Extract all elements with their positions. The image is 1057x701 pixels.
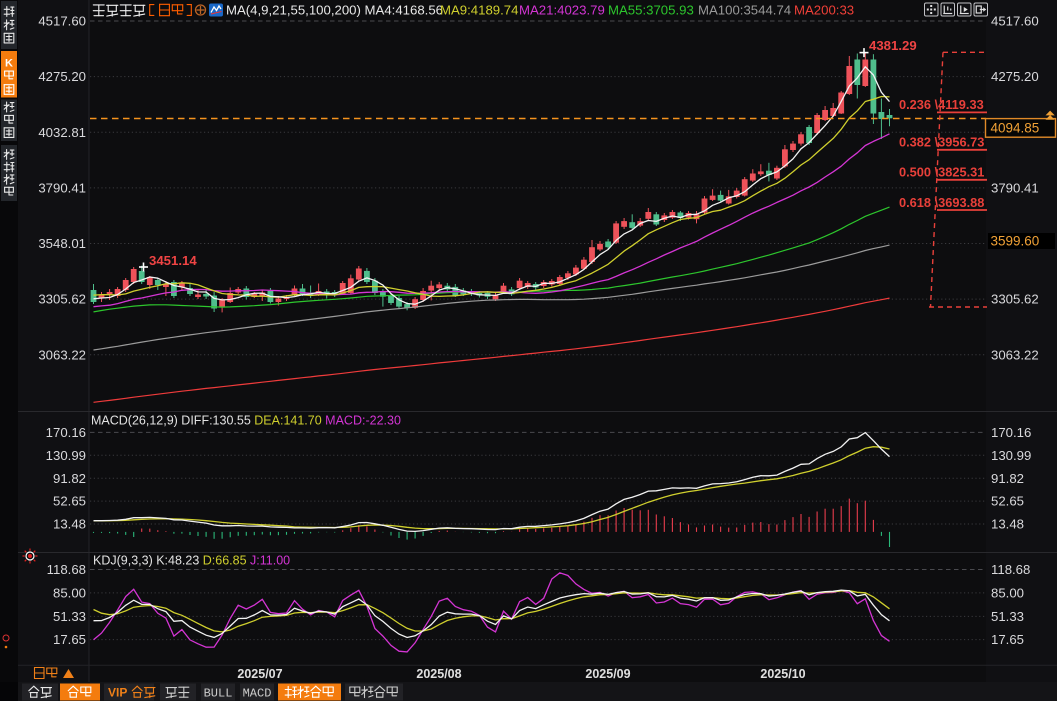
- svg-text:2025/07: 2025/07: [237, 667, 282, 681]
- svg-text:91.82: 91.82: [53, 471, 86, 486]
- svg-text:KDJ(9,3,3) K:48.23 D:66.85 J: KDJ(9,3,3) K:48.23 D:66.85 J:11.00: [93, 554, 290, 568]
- svg-text:2025/10: 2025/10: [760, 667, 805, 681]
- svg-text:17.65: 17.65: [53, 632, 86, 647]
- svg-text:4094.85: 4094.85: [991, 121, 1040, 136]
- svg-text:3063.22: 3063.22: [38, 347, 86, 362]
- svg-text:0.500 \3825.31: 0.500 \3825.31: [899, 165, 984, 180]
- svg-text:2025/09: 2025/09: [585, 667, 630, 681]
- svg-text:91.82: 91.82: [991, 471, 1024, 486]
- svg-text:51.33: 51.33: [53, 609, 86, 624]
- svg-text:118.68: 118.68: [991, 562, 1030, 577]
- svg-text:4032.81: 4032.81: [38, 125, 86, 140]
- svg-text:85.00: 85.00: [991, 586, 1024, 601]
- svg-text:170.16: 170.16: [991, 425, 1031, 440]
- svg-text:MA21:4023.79: MA21:4023.79: [519, 3, 605, 18]
- svg-text:MACD(26,12,9) DIFF:130.55 DEA: MACD(26,12,9) DIFF:130.55 DEA:141.70 MAC…: [91, 414, 401, 428]
- svg-text:MA200:33: MA200:33: [794, 3, 854, 18]
- svg-text:3790.41: 3790.41: [991, 181, 1039, 196]
- svg-text:130.99: 130.99: [991, 448, 1031, 463]
- svg-text:17.65: 17.65: [991, 632, 1024, 647]
- svg-text:3790.41: 3790.41: [38, 181, 86, 196]
- svg-text:MA55:3705.93: MA55:3705.93: [608, 3, 694, 18]
- svg-text:MA9:4189.74: MA9:4189.74: [440, 3, 518, 18]
- svg-text:3305.62: 3305.62: [991, 292, 1039, 307]
- svg-text:13.48: 13.48: [991, 517, 1024, 532]
- svg-text:0.236 \4119.33: 0.236 \4119.33: [899, 97, 984, 112]
- svg-text:51.33: 51.33: [991, 609, 1024, 624]
- svg-text:VIP: VIP: [108, 685, 127, 699]
- svg-text:2025/08: 2025/08: [416, 667, 461, 681]
- svg-text:3599.60: 3599.60: [991, 234, 1040, 249]
- svg-text:MA(4,9,21,55,100,200) MA4:4168: MA(4,9,21,55,100,200) MA4:4168.56: [226, 3, 443, 18]
- svg-text:3451.14: 3451.14: [149, 253, 197, 268]
- svg-text:BULL: BULL: [204, 686, 233, 700]
- svg-text:4517.60: 4517.60: [991, 14, 1039, 29]
- svg-text:4517.60: 4517.60: [38, 14, 86, 29]
- svg-text:K: K: [5, 58, 13, 70]
- svg-text:3063.22: 3063.22: [991, 347, 1039, 362]
- svg-text:MA100:3544.74: MA100:3544.74: [698, 3, 791, 18]
- svg-text:52.65: 52.65: [991, 494, 1024, 509]
- svg-text:4275.20: 4275.20: [991, 69, 1039, 84]
- svg-text:85.00: 85.00: [53, 586, 86, 601]
- svg-text:0.618 \3693.88: 0.618 \3693.88: [899, 195, 984, 210]
- svg-text:4275.20: 4275.20: [38, 69, 86, 84]
- svg-text:170.16: 170.16: [46, 425, 86, 440]
- svg-text:3305.62: 3305.62: [38, 292, 86, 307]
- svg-text:13.48: 13.48: [53, 517, 86, 532]
- svg-text:118.68: 118.68: [47, 562, 86, 577]
- svg-text:52.65: 52.65: [53, 494, 86, 509]
- svg-text:3548.01: 3548.01: [38, 236, 86, 251]
- svg-text:4381.29: 4381.29: [869, 38, 917, 53]
- svg-text:0.382 \3956.73: 0.382 \3956.73: [899, 135, 984, 150]
- svg-text:130.99: 130.99: [46, 448, 86, 463]
- svg-text:MACD: MACD: [243, 686, 272, 700]
